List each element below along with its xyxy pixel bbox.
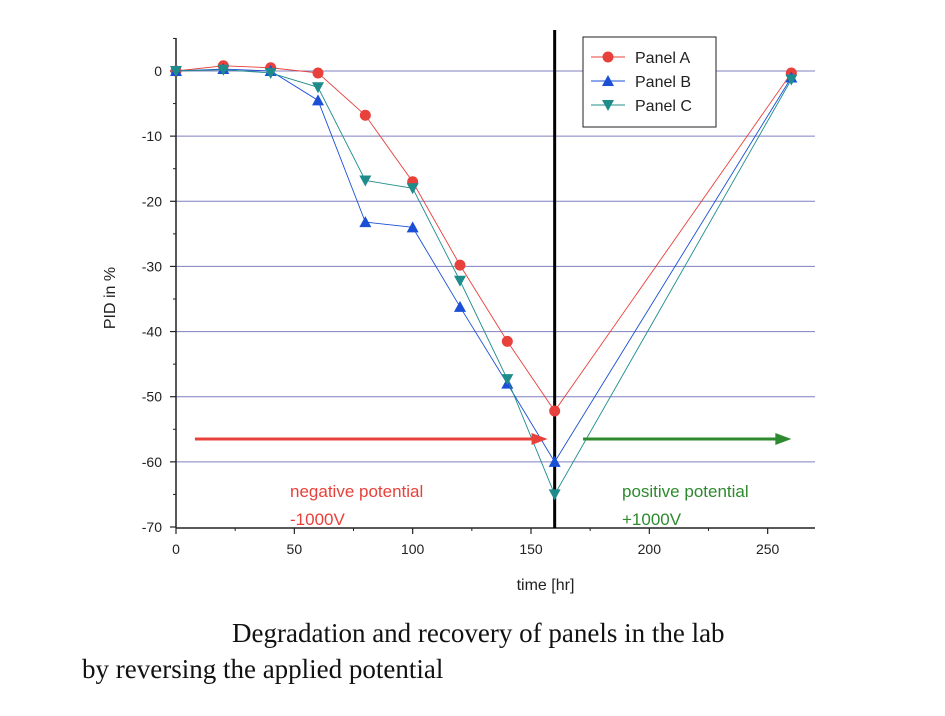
legend-item: Panel B [591,74,691,91]
data-point [548,489,561,501]
legend-label: Panel A [635,50,690,67]
annotation-pos: positive potential +1000V [583,433,792,529]
y-tick-label: 0 [154,63,162,79]
data-point [217,64,230,76]
x-tick-label: 150 [519,541,543,557]
data-point [312,67,324,79]
x-tick-label: 250 [756,541,780,557]
data-point [602,100,614,111]
x-tick-label: 200 [638,541,662,557]
chart-svg: 0 -10 -20 -30 -40 -50 -60 -70 0 50 100 150 200 250 tim… [102,30,815,594]
annotation-layer: negative potential -1000V positive potenti… [194,433,792,529]
data-point [359,216,372,228]
series-line [175,65,792,412]
data-point [501,374,514,386]
legend-label: Panel B [635,74,691,91]
x-axis-title: time [hr] [517,577,575,594]
caption-line-1: Degradation and recovery of panels in th… [232,618,725,648]
annotation-text-line2: -1000V [290,510,345,529]
grid-layer [176,70,815,463]
series-line [175,69,792,496]
legend-box [582,36,717,128]
legend-item: Panel A [591,50,690,67]
series-line [175,68,792,463]
data-point [602,75,614,86]
y-axis-title: PID in % [102,267,119,329]
caption-line-2: by reversing the applied potential [82,654,444,684]
y-tick-label: -60 [142,454,162,470]
annotation-arrow-head [531,433,548,446]
data-point [359,175,372,187]
annotation-arrow-head [775,433,792,446]
x-tick-label: 0 [172,541,180,557]
axes-layer: 0 -10 -20 -30 -40 -50 -60 -70 0 50 100 150 200 250 tim… [102,30,815,594]
y-tick-label: -20 [142,193,162,209]
data-point [406,221,419,233]
x-tick-label: 50 [287,541,303,557]
data-point [501,335,513,347]
y-tick-label: -10 [142,128,162,144]
series-panel-c [170,64,798,501]
data-point [264,67,277,79]
data-point [602,51,614,63]
data-point [454,275,466,287]
data-point [359,109,371,121]
y-tick-label: -70 [142,519,162,535]
data-point [785,74,798,86]
chart: 0 -10 -20 -30 -40 -50 -60 -70 0 50 100 150 200 250 tim… [102,30,815,594]
series-layer [170,60,798,501]
y-tick-label: -30 [142,258,162,274]
annotation-text-line2: +1000V [622,510,682,529]
data-point [170,66,182,77]
y-tick-label: -50 [142,389,162,405]
annotation-text-line1: positive potential [622,482,749,501]
data-point [406,183,419,195]
legend: Panel A Panel B Panel C [582,36,717,128]
annotation-text-line1: negative potential [290,482,423,501]
data-point [549,405,561,417]
data-point [454,259,466,271]
x-tick-label: 100 [401,541,425,557]
data-point [312,82,324,94]
data-point [548,455,561,467]
annotation-neg: negative potential -1000V [194,433,548,529]
legend-item: Panel C [591,98,692,115]
data-point [312,94,324,106]
y-tick-label: -40 [142,324,162,340]
data-point [454,300,466,312]
legend-label: Panel C [635,98,692,115]
